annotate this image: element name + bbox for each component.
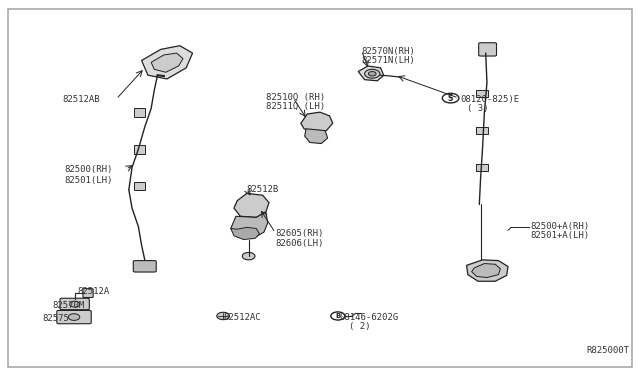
Text: 82570N(RH): 82570N(RH) (362, 47, 415, 56)
Text: 82606(LH): 82606(LH) (275, 239, 324, 248)
FancyBboxPatch shape (60, 298, 90, 310)
Bar (476, 127, 488, 134)
Bar (476, 164, 488, 171)
FancyBboxPatch shape (8, 9, 632, 367)
Circle shape (369, 71, 376, 76)
Text: 82512A: 82512A (78, 287, 110, 296)
Polygon shape (301, 112, 333, 132)
Text: 82511Q (LH): 82511Q (LH) (266, 102, 325, 111)
Text: 82575: 82575 (43, 314, 70, 323)
Circle shape (442, 93, 459, 103)
Text: 82512B: 82512B (246, 185, 279, 194)
Text: 82501+A(LH): 82501+A(LH) (531, 231, 589, 240)
Polygon shape (231, 212, 268, 238)
Polygon shape (467, 260, 508, 281)
Text: 82500+A(RH): 82500+A(RH) (531, 222, 589, 231)
Text: 08120-825)E: 08120-825)E (460, 95, 519, 104)
Polygon shape (472, 263, 500, 278)
Circle shape (217, 312, 230, 320)
Text: 82510Q (RH): 82510Q (RH) (266, 93, 325, 102)
Text: 82500(RH): 82500(RH) (65, 165, 113, 174)
Polygon shape (234, 193, 269, 217)
Text: ( 3): ( 3) (467, 104, 488, 113)
Circle shape (70, 301, 80, 307)
Polygon shape (231, 227, 259, 240)
FancyBboxPatch shape (133, 260, 156, 272)
Text: 82571N(LH): 82571N(LH) (362, 56, 415, 65)
Text: 82512AB: 82512AB (63, 95, 100, 104)
Polygon shape (305, 129, 328, 144)
Polygon shape (358, 66, 384, 81)
Bar (134, 182, 145, 190)
FancyBboxPatch shape (479, 43, 497, 56)
Text: 08146-6202G: 08146-6202G (339, 312, 398, 321)
Circle shape (365, 69, 380, 78)
Text: 82512AC: 82512AC (223, 312, 260, 321)
Bar (476, 90, 488, 97)
Bar (134, 108, 145, 116)
Bar (134, 145, 145, 154)
Circle shape (68, 314, 80, 320)
Circle shape (243, 253, 255, 260)
FancyBboxPatch shape (57, 310, 92, 324)
Text: 82570M: 82570M (52, 301, 84, 311)
Text: S: S (448, 94, 453, 103)
Text: 82501(LH): 82501(LH) (65, 176, 113, 185)
Polygon shape (151, 53, 183, 72)
Text: ( 2): ( 2) (349, 322, 370, 331)
Text: R825000T: R825000T (586, 346, 629, 355)
Circle shape (331, 312, 345, 320)
Text: B: B (335, 313, 340, 319)
Circle shape (243, 231, 255, 238)
Polygon shape (141, 46, 193, 79)
FancyBboxPatch shape (83, 289, 93, 298)
Text: 82605(RH): 82605(RH) (275, 230, 324, 238)
